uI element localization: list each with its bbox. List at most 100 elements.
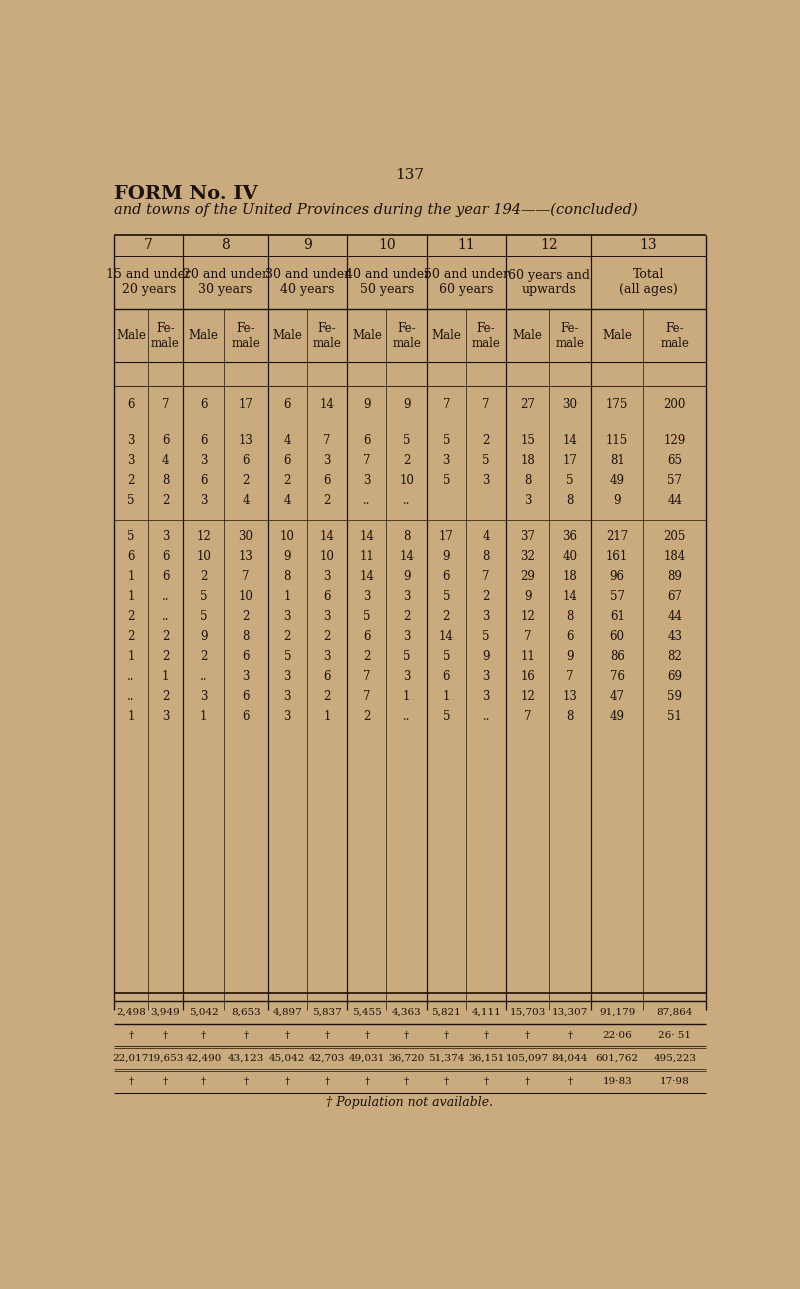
Text: 2: 2	[127, 474, 134, 487]
Text: 82: 82	[667, 650, 682, 663]
Text: 4: 4	[162, 454, 170, 467]
Text: 3: 3	[284, 610, 291, 623]
Text: 8: 8	[482, 550, 490, 563]
Text: †: †	[285, 1078, 290, 1087]
Text: 6: 6	[284, 398, 291, 411]
Text: 137: 137	[395, 169, 425, 183]
Text: 36: 36	[562, 530, 578, 543]
Text: 14: 14	[320, 530, 334, 543]
Text: 17·98: 17·98	[660, 1078, 690, 1087]
Text: 15 and under
20 years: 15 and under 20 years	[106, 268, 191, 296]
Text: 44: 44	[667, 494, 682, 507]
Text: 1: 1	[403, 690, 410, 703]
Text: 3,949: 3,949	[150, 1008, 181, 1017]
Text: 1: 1	[323, 710, 330, 723]
Text: 6: 6	[242, 690, 250, 703]
Text: 3: 3	[403, 590, 410, 603]
Text: Fe-
male: Fe- male	[555, 322, 584, 349]
Text: 3: 3	[162, 710, 170, 723]
Text: ..: ..	[403, 494, 410, 507]
Text: 3: 3	[200, 494, 207, 507]
Text: 60: 60	[610, 630, 625, 643]
Text: 8: 8	[566, 494, 574, 507]
Text: 10: 10	[320, 550, 334, 563]
Text: †: †	[444, 1031, 449, 1040]
Text: 8: 8	[566, 710, 574, 723]
Text: Fe-
male: Fe- male	[231, 322, 260, 349]
Text: 3: 3	[162, 530, 170, 543]
Text: 2: 2	[363, 650, 370, 663]
Text: 17: 17	[238, 398, 254, 411]
Text: 11: 11	[458, 238, 475, 253]
Text: 217: 217	[606, 530, 628, 543]
Text: 12: 12	[520, 610, 535, 623]
Text: 9: 9	[614, 494, 621, 507]
Text: ..: ..	[482, 710, 490, 723]
Text: 5,455: 5,455	[352, 1008, 382, 1017]
Text: 8: 8	[162, 474, 170, 487]
Text: 14: 14	[562, 433, 578, 447]
Text: 29: 29	[520, 570, 535, 583]
Text: 3: 3	[403, 630, 410, 643]
Text: 49,031: 49,031	[349, 1054, 385, 1063]
Text: Fe-
male: Fe- male	[660, 322, 689, 349]
Text: 6: 6	[242, 710, 250, 723]
Text: 76: 76	[610, 670, 625, 683]
Text: 3: 3	[442, 454, 450, 467]
Text: 60 years and
upwards: 60 years and upwards	[508, 268, 590, 296]
Text: 8: 8	[524, 474, 531, 487]
Text: 2: 2	[442, 610, 450, 623]
Text: Male: Male	[189, 329, 218, 342]
Text: 6: 6	[242, 650, 250, 663]
Text: 6: 6	[200, 474, 207, 487]
Text: 184: 184	[664, 550, 686, 563]
Text: 2: 2	[323, 494, 330, 507]
Text: 175: 175	[606, 398, 629, 411]
Text: 7: 7	[144, 238, 153, 253]
Text: 3: 3	[127, 454, 134, 467]
Text: 3: 3	[200, 690, 207, 703]
Text: 6: 6	[242, 454, 250, 467]
Text: †: †	[444, 1078, 449, 1087]
Text: 6: 6	[284, 454, 291, 467]
Text: 3: 3	[200, 454, 207, 467]
Text: 4: 4	[284, 494, 291, 507]
Text: 7: 7	[524, 630, 531, 643]
Text: 8,653: 8,653	[231, 1008, 261, 1017]
Text: 2: 2	[200, 650, 207, 663]
Text: 1: 1	[127, 590, 134, 603]
Text: 59: 59	[667, 690, 682, 703]
Text: 5: 5	[127, 494, 134, 507]
Text: †: †	[483, 1031, 489, 1040]
Text: 5: 5	[200, 590, 207, 603]
Text: 5: 5	[442, 590, 450, 603]
Text: 5: 5	[403, 650, 410, 663]
Text: 4: 4	[242, 494, 250, 507]
Text: 2: 2	[200, 570, 207, 583]
Text: 36,720: 36,720	[389, 1054, 425, 1063]
Text: 13: 13	[238, 433, 254, 447]
Text: 5: 5	[442, 650, 450, 663]
Text: 19,653: 19,653	[147, 1054, 184, 1063]
Text: 10: 10	[378, 238, 396, 253]
Text: 3: 3	[242, 670, 250, 683]
Text: 3: 3	[482, 690, 490, 703]
Text: 4: 4	[284, 433, 291, 447]
Text: 3: 3	[524, 494, 531, 507]
Text: 5: 5	[482, 454, 490, 467]
Text: 6: 6	[127, 398, 134, 411]
Text: 7: 7	[524, 710, 531, 723]
Text: 37: 37	[520, 530, 535, 543]
Text: 6: 6	[323, 590, 331, 603]
Text: 14: 14	[359, 570, 374, 583]
Text: †: †	[525, 1031, 530, 1040]
Text: 2: 2	[403, 610, 410, 623]
Text: 6: 6	[363, 630, 370, 643]
Text: 5,821: 5,821	[431, 1008, 462, 1017]
Text: 18: 18	[520, 454, 535, 467]
Text: Male: Male	[116, 329, 146, 342]
Text: 44: 44	[667, 610, 682, 623]
Text: †: †	[163, 1031, 168, 1040]
Text: 105,097: 105,097	[506, 1054, 549, 1063]
Text: 14: 14	[399, 550, 414, 563]
